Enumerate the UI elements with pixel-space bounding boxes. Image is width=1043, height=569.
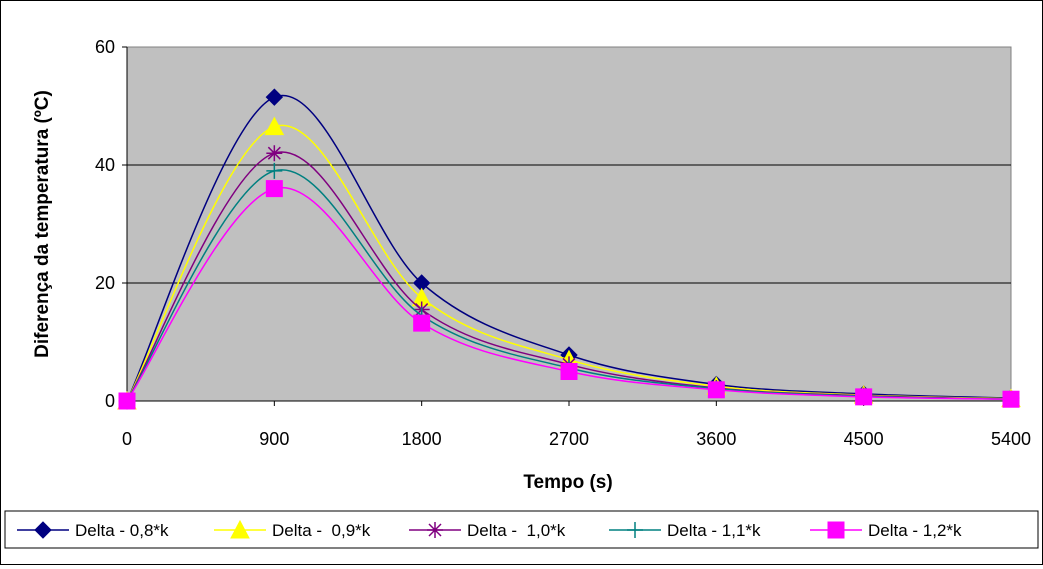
legend-marker-plus — [627, 522, 643, 538]
data-point-asterisk — [266, 145, 283, 162]
legend-marker-diamond — [34, 521, 52, 539]
x-tick-label: 1800 — [402, 429, 442, 449]
y-axis-title: Diferença da temperatura (ºC) — [32, 90, 53, 358]
legend-label: Delta - 1,2*k — [868, 521, 962, 540]
legend-marker-triangle — [230, 519, 250, 539]
data-point-square — [707, 381, 725, 399]
legend-label: Delta - 0,8*k — [75, 521, 169, 540]
x-tick-label: 900 — [259, 429, 289, 449]
data-point-square — [1002, 390, 1020, 408]
legend-label: Delta - 0,9*k — [272, 521, 371, 540]
legend-marker-asterisk — [427, 522, 443, 538]
y-tick-label: 20 — [95, 273, 115, 293]
data-point-square — [560, 363, 578, 380]
series-5 — [118, 180, 1020, 410]
x-tick-label: 2700 — [549, 429, 589, 449]
legend-item: Delta - 1,2*k — [810, 521, 962, 540]
data-point-square — [413, 314, 431, 332]
legend-item: Delta - 0,9*k — [214, 519, 371, 540]
legend: Delta - 0,8*k Delta - 0,9*k Delta - 1,0*k D… — [4, 510, 1039, 549]
y-tick-label: 0 — [105, 391, 115, 411]
legend-item: Delta - 1,0*k — [409, 521, 566, 540]
x-tick-label: 3600 — [696, 429, 736, 449]
plot-area — [126, 46, 1012, 402]
data-point-square — [118, 392, 136, 410]
data-point-square — [855, 388, 873, 406]
data-point-plus — [266, 162, 283, 179]
data-point-square — [265, 180, 283, 198]
legend-marker-square — [827, 521, 845, 539]
legend-label: Delta - 1,0*k — [467, 521, 566, 540]
x-axis-title: Tempo (s) — [523, 472, 612, 493]
x-tick-label: 0 — [122, 429, 132, 449]
data-point-diamond — [265, 88, 284, 106]
x-tick-label: 4500 — [844, 429, 884, 449]
legend-item: Delta - 0,8*k — [17, 521, 169, 540]
y-tick-label: 40 — [95, 155, 115, 175]
legend-box — [4, 510, 1039, 549]
legend-item: Delta - 1,1*k — [609, 521, 761, 540]
legend-label: Delta - 1,1*k — [667, 521, 761, 540]
data-point-triangle — [264, 116, 285, 136]
x-tick-label: 5400 — [991, 429, 1031, 449]
series-layer — [117, 88, 1021, 410]
y-tick-label: 60 — [95, 37, 115, 57]
